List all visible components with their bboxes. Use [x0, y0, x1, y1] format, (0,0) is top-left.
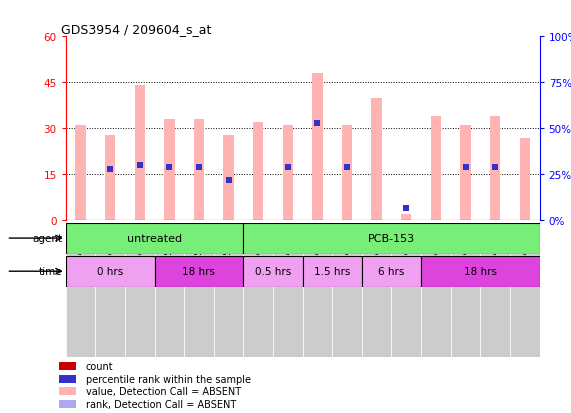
- Bar: [510, 223, 540, 357]
- Bar: [223, 135, 234, 221]
- Point: [283, 164, 292, 171]
- Bar: [312, 74, 323, 221]
- Bar: [421, 223, 451, 357]
- Bar: [66, 256, 155, 287]
- Text: count: count: [86, 361, 114, 371]
- Text: GSM149388: GSM149388: [372, 230, 381, 271]
- Text: GSM149381: GSM149381: [76, 230, 85, 271]
- Text: agent: agent: [33, 233, 63, 244]
- Bar: [303, 256, 362, 287]
- Bar: [480, 223, 510, 357]
- Point: [402, 205, 411, 211]
- Bar: [243, 223, 273, 357]
- Bar: [75, 126, 86, 221]
- Bar: [164, 120, 175, 221]
- Text: GSM149390: GSM149390: [432, 230, 440, 271]
- Point: [135, 162, 144, 169]
- Bar: [66, 223, 243, 254]
- Bar: [303, 223, 332, 357]
- Text: GSM149387: GSM149387: [343, 230, 352, 271]
- Bar: [214, 223, 243, 357]
- Bar: [283, 126, 293, 221]
- Bar: [332, 223, 362, 357]
- Text: GSM154183: GSM154183: [195, 230, 203, 271]
- Text: 6 hrs: 6 hrs: [379, 266, 405, 277]
- Bar: [460, 126, 471, 221]
- Bar: [155, 223, 184, 357]
- Text: 1.5 hrs: 1.5 hrs: [314, 266, 351, 277]
- Text: 0.5 hrs: 0.5 hrs: [255, 266, 291, 277]
- Text: GSM149393: GSM149393: [520, 230, 529, 271]
- Bar: [59, 387, 76, 395]
- Text: GSM149385: GSM149385: [283, 230, 292, 271]
- Bar: [59, 400, 76, 408]
- Bar: [372, 98, 382, 221]
- Text: GSM149392: GSM149392: [490, 230, 500, 271]
- Point: [313, 120, 322, 127]
- Bar: [520, 138, 530, 221]
- Bar: [342, 126, 352, 221]
- Bar: [105, 135, 115, 221]
- Point: [490, 164, 500, 171]
- Bar: [155, 256, 243, 287]
- Bar: [431, 117, 441, 221]
- Bar: [362, 223, 392, 357]
- Text: GSM154182: GSM154182: [165, 230, 174, 271]
- Text: GDS3954 / 209604_s_at: GDS3954 / 209604_s_at: [61, 23, 211, 36]
- Text: GSM154184: GSM154184: [224, 230, 233, 271]
- Bar: [59, 363, 76, 370]
- Point: [461, 164, 470, 171]
- Bar: [401, 215, 412, 221]
- Bar: [273, 223, 303, 357]
- Bar: [490, 117, 500, 221]
- Bar: [184, 223, 214, 357]
- Point: [343, 164, 352, 171]
- Text: rank, Detection Call = ABSENT: rank, Detection Call = ABSENT: [86, 399, 236, 408]
- Text: value, Detection Call = ABSENT: value, Detection Call = ABSENT: [86, 386, 241, 396]
- Bar: [59, 375, 76, 383]
- Bar: [66, 223, 95, 357]
- Text: GSM149386: GSM149386: [313, 230, 322, 271]
- Bar: [194, 120, 204, 221]
- Text: GSM149369: GSM149369: [402, 230, 411, 271]
- Bar: [392, 223, 421, 357]
- Text: untreated: untreated: [127, 233, 182, 244]
- Text: 18 hrs: 18 hrs: [183, 266, 215, 277]
- Text: 0 hrs: 0 hrs: [97, 266, 123, 277]
- Text: time: time: [39, 266, 63, 277]
- Point: [194, 164, 203, 171]
- Text: GSM149382: GSM149382: [106, 230, 115, 271]
- Bar: [362, 256, 421, 287]
- Bar: [243, 256, 303, 287]
- Bar: [253, 123, 263, 221]
- Text: percentile rank within the sample: percentile rank within the sample: [86, 374, 251, 384]
- Bar: [451, 223, 480, 357]
- Point: [106, 166, 115, 173]
- Text: GSM149383: GSM149383: [135, 230, 144, 271]
- Text: GSM149391: GSM149391: [461, 230, 470, 271]
- Text: 18 hrs: 18 hrs: [464, 266, 497, 277]
- Point: [165, 164, 174, 171]
- Text: GSM149384: GSM149384: [254, 230, 263, 271]
- Text: PCB-153: PCB-153: [368, 233, 415, 244]
- Bar: [421, 256, 540, 287]
- Bar: [243, 223, 540, 254]
- Bar: [135, 86, 145, 221]
- Point: [224, 177, 233, 184]
- Bar: [95, 223, 125, 357]
- Bar: [125, 223, 155, 357]
